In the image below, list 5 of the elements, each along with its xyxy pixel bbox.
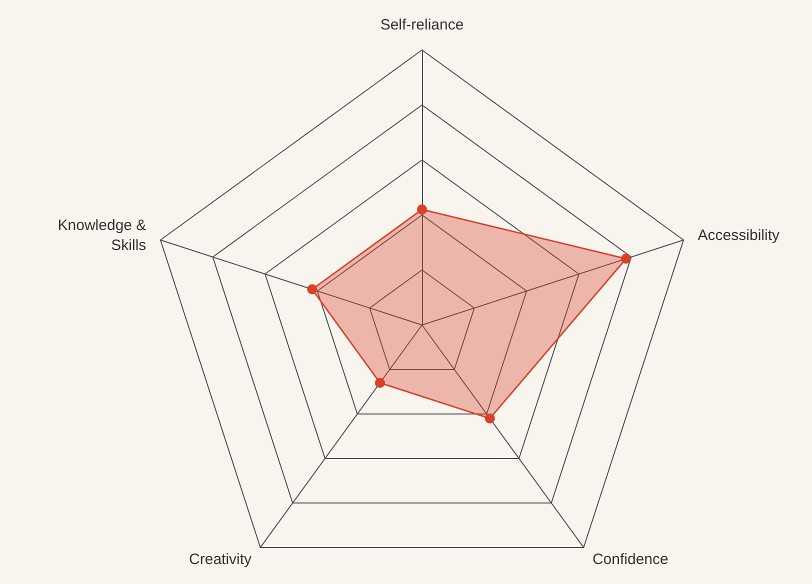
spoke-label: Self-reliance bbox=[380, 16, 464, 34]
spoke-label: Accessibility bbox=[698, 226, 780, 244]
spoke-label: Knowledge & Skills bbox=[58, 216, 146, 254]
spoke-label: Confidence bbox=[592, 551, 668, 568]
spoke-label: Creativity bbox=[189, 551, 252, 568]
